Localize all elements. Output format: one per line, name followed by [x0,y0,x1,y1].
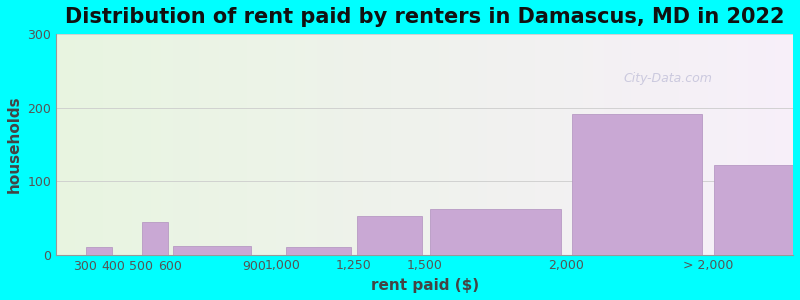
Title: Distribution of rent paid by renters in Damascus, MD in 2022: Distribution of rent paid by renters in … [65,7,784,27]
Bar [357,216,422,255]
Bar [572,114,702,255]
Bar [286,247,351,255]
Bar [86,247,112,255]
Bar [142,222,169,255]
Y-axis label: households: households [7,95,22,193]
X-axis label: rent paid ($): rent paid ($) [370,278,478,293]
Text: City-Data.com: City-Data.com [623,72,713,85]
Bar [714,165,800,255]
Bar [173,246,251,255]
Bar [430,209,561,255]
